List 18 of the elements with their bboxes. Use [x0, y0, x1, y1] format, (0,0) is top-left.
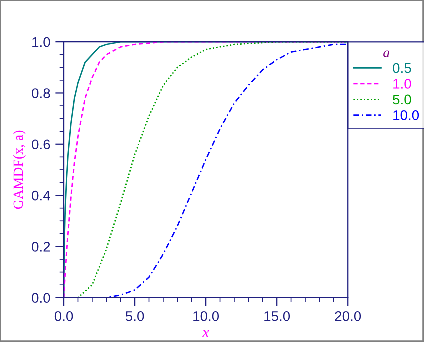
x-tick-label: 0.0	[54, 311, 74, 322]
y-tick-label: 0.0	[32, 293, 50, 304]
legend-label: 10.0	[394, 110, 420, 120]
y-tick-label: 0.2	[32, 242, 50, 252]
y-tick-label: 0.4	[32, 190, 50, 201]
x-tick-label: 15.0	[264, 311, 290, 322]
y-axis-title: GAMDF(x, a)	[13, 130, 26, 210]
x-tick-label: 5.0	[126, 311, 144, 322]
legend-title: a	[384, 50, 390, 58]
x-tick-label: 10.0	[194, 311, 220, 322]
legend-label: 5.0	[393, 94, 412, 105]
x-tick-label: 20.0	[335, 311, 362, 322]
legend-label: 1.0	[394, 79, 412, 89]
x-axis-title: x	[202, 330, 210, 338]
y-tick-label: 0.6	[32, 140, 50, 150]
legend-label: 0.5	[393, 63, 412, 74]
y-tick-label: 0.8	[32, 88, 50, 98]
y-tick-label: 1.0	[32, 37, 50, 48]
